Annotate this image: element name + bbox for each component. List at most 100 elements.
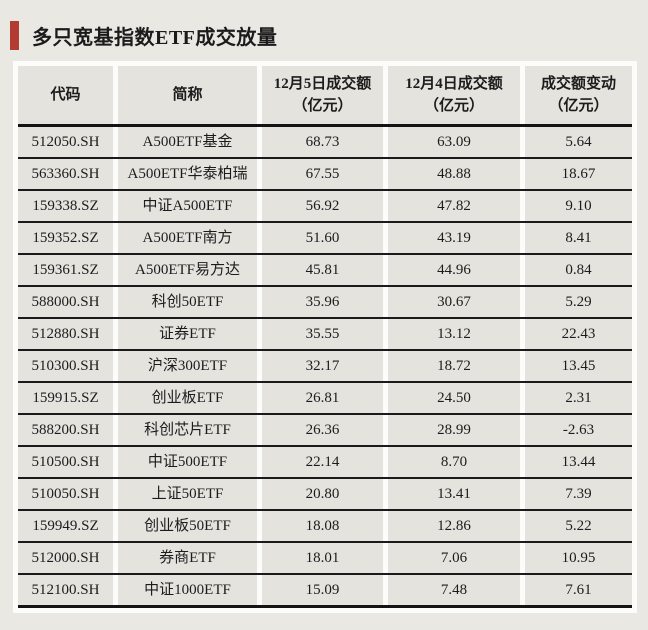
cell-name: 科创芯片ETF: [118, 415, 257, 445]
cell-name: 券商ETF: [118, 543, 257, 573]
table-row: 159361.SZ A500ETF易方达 45.81 44.96 0.84: [18, 255, 632, 287]
column-header-change: 成交额变动 （亿元）: [525, 66, 632, 124]
cell-change: 8.41: [525, 223, 632, 253]
cell-code: 588000.SH: [18, 287, 113, 317]
article-title-bar: 多只宽基指数ETF成交放量: [0, 0, 648, 50]
cell-code: 159361.SZ: [18, 255, 113, 285]
cell-name: A500ETF华泰柏瑞: [118, 159, 257, 189]
table-header-row: 代码 简称 12月5日成交额 （亿元） 12月4日成交额 （亿元） 成交额变动 …: [18, 66, 632, 127]
table-row: 512000.SH 券商ETF 18.01 7.06 10.95: [18, 543, 632, 575]
cell-vol-dec4: 7.06: [388, 543, 520, 573]
column-header-vol-dec4: 12月4日成交额 （亿元）: [388, 66, 520, 124]
table-row: 159352.SZ A500ETF南方 51.60 43.19 8.41: [18, 223, 632, 255]
cell-code: 512880.SH: [18, 319, 113, 349]
cell-change: 0.84: [525, 255, 632, 285]
cell-code: 512050.SH: [18, 127, 113, 157]
table-row: 512050.SH A500ETF基金 68.73 63.09 5.64: [18, 127, 632, 159]
cell-vol-dec4: 43.19: [388, 223, 520, 253]
cell-change: 7.61: [525, 575, 632, 605]
table-row: 563360.SH A500ETF华泰柏瑞 67.55 48.88 18.67: [18, 159, 632, 191]
cell-vol-dec4: 48.88: [388, 159, 520, 189]
cell-vol-dec4: 44.96: [388, 255, 520, 285]
cell-name: 上证50ETF: [118, 479, 257, 509]
cell-vol-dec5: 35.96: [262, 287, 383, 317]
page-title: 多只宽基指数ETF成交放量: [32, 26, 278, 49]
table-row: 510050.SH 上证50ETF 20.80 13.41 7.39: [18, 479, 632, 511]
cell-name: 中证A500ETF: [118, 191, 257, 221]
table-body: 512050.SH A500ETF基金 68.73 63.09 5.64 563…: [18, 127, 632, 608]
cell-change: 5.64: [525, 127, 632, 157]
cell-name: A500ETF南方: [118, 223, 257, 253]
etf-volume-table: 代码 简称 12月5日成交额 （亿元） 12月4日成交额 （亿元） 成交额变动 …: [13, 61, 637, 613]
table-row: 588000.SH 科创50ETF 35.96 30.67 5.29: [18, 287, 632, 319]
cell-change: 5.29: [525, 287, 632, 317]
column-header-code: 代码: [18, 66, 113, 124]
table-row: 510500.SH 中证500ETF 22.14 8.70 13.44: [18, 447, 632, 479]
cell-vol-dec4: 13.12: [388, 319, 520, 349]
cell-change: 5.22: [525, 511, 632, 541]
cell-code: 159949.SZ: [18, 511, 113, 541]
cell-vol-dec5: 18.01: [262, 543, 383, 573]
cell-vol-dec4: 18.72: [388, 351, 520, 381]
cell-code: 159915.SZ: [18, 383, 113, 413]
cell-change: 13.44: [525, 447, 632, 477]
cell-code: 588200.SH: [18, 415, 113, 445]
cell-change: 22.43: [525, 319, 632, 349]
cell-vol-dec5: 22.14: [262, 447, 383, 477]
cell-vol-dec5: 68.73: [262, 127, 383, 157]
table-row: 588200.SH 科创芯片ETF 26.36 28.99 -2.63: [18, 415, 632, 447]
cell-vol-dec5: 45.81: [262, 255, 383, 285]
cell-vol-dec5: 51.60: [262, 223, 383, 253]
table-row: 512100.SH 中证1000ETF 15.09 7.48 7.61: [18, 575, 632, 608]
cell-vol-dec5: 15.09: [262, 575, 383, 605]
cell-change: 2.31: [525, 383, 632, 413]
cell-change: 10.95: [525, 543, 632, 573]
cell-code: 510500.SH: [18, 447, 113, 477]
cell-vol-dec4: 8.70: [388, 447, 520, 477]
cell-code: 563360.SH: [18, 159, 113, 189]
column-header-name: 简称: [118, 66, 257, 124]
cell-vol-dec4: 7.48: [388, 575, 520, 605]
table-row: 159949.SZ 创业板50ETF 18.08 12.86 5.22: [18, 511, 632, 543]
cell-name: 中证1000ETF: [118, 575, 257, 605]
cell-vol-dec4: 28.99: [388, 415, 520, 445]
cell-vol-dec5: 18.08: [262, 511, 383, 541]
cell-vol-dec5: 67.55: [262, 159, 383, 189]
cell-change: 9.10: [525, 191, 632, 221]
cell-code: 512000.SH: [18, 543, 113, 573]
cell-code: 159338.SZ: [18, 191, 113, 221]
cell-name: 沪深300ETF: [118, 351, 257, 381]
cell-change: 18.67: [525, 159, 632, 189]
cell-code: 510050.SH: [18, 479, 113, 509]
cell-code: 159352.SZ: [18, 223, 113, 253]
cell-name: 创业板ETF: [118, 383, 257, 413]
cell-name: 中证500ETF: [118, 447, 257, 477]
table-row: 512880.SH 证券ETF 35.55 13.12 22.43: [18, 319, 632, 351]
column-header-vol-dec5: 12月5日成交额 （亿元）: [262, 66, 383, 124]
cell-code: 512100.SH: [18, 575, 113, 605]
cell-vol-dec5: 56.92: [262, 191, 383, 221]
cell-name: 科创50ETF: [118, 287, 257, 317]
cell-name: 证券ETF: [118, 319, 257, 349]
cell-vol-dec4: 12.86: [388, 511, 520, 541]
cell-name: 创业板50ETF: [118, 511, 257, 541]
cell-change: 7.39: [525, 479, 632, 509]
cell-name: A500ETF易方达: [118, 255, 257, 285]
cell-code: 510300.SH: [18, 351, 113, 381]
title-accent-bar: [10, 20, 19, 50]
cell-name: A500ETF基金: [118, 127, 257, 157]
cell-vol-dec5: 20.80: [262, 479, 383, 509]
cell-vol-dec5: 26.36: [262, 415, 383, 445]
cell-vol-dec4: 24.50: [388, 383, 520, 413]
cell-change: -2.63: [525, 415, 632, 445]
table-row: 510300.SH 沪深300ETF 32.17 18.72 13.45: [18, 351, 632, 383]
cell-vol-dec4: 13.41: [388, 479, 520, 509]
cell-vol-dec4: 63.09: [388, 127, 520, 157]
cell-vol-dec4: 47.82: [388, 191, 520, 221]
cell-vol-dec4: 30.67: [388, 287, 520, 317]
cell-vol-dec5: 32.17: [262, 351, 383, 381]
cell-vol-dec5: 26.81: [262, 383, 383, 413]
cell-vol-dec5: 35.55: [262, 319, 383, 349]
table-row: 159338.SZ 中证A500ETF 56.92 47.82 9.10: [18, 191, 632, 223]
cell-change: 13.45: [525, 351, 632, 381]
